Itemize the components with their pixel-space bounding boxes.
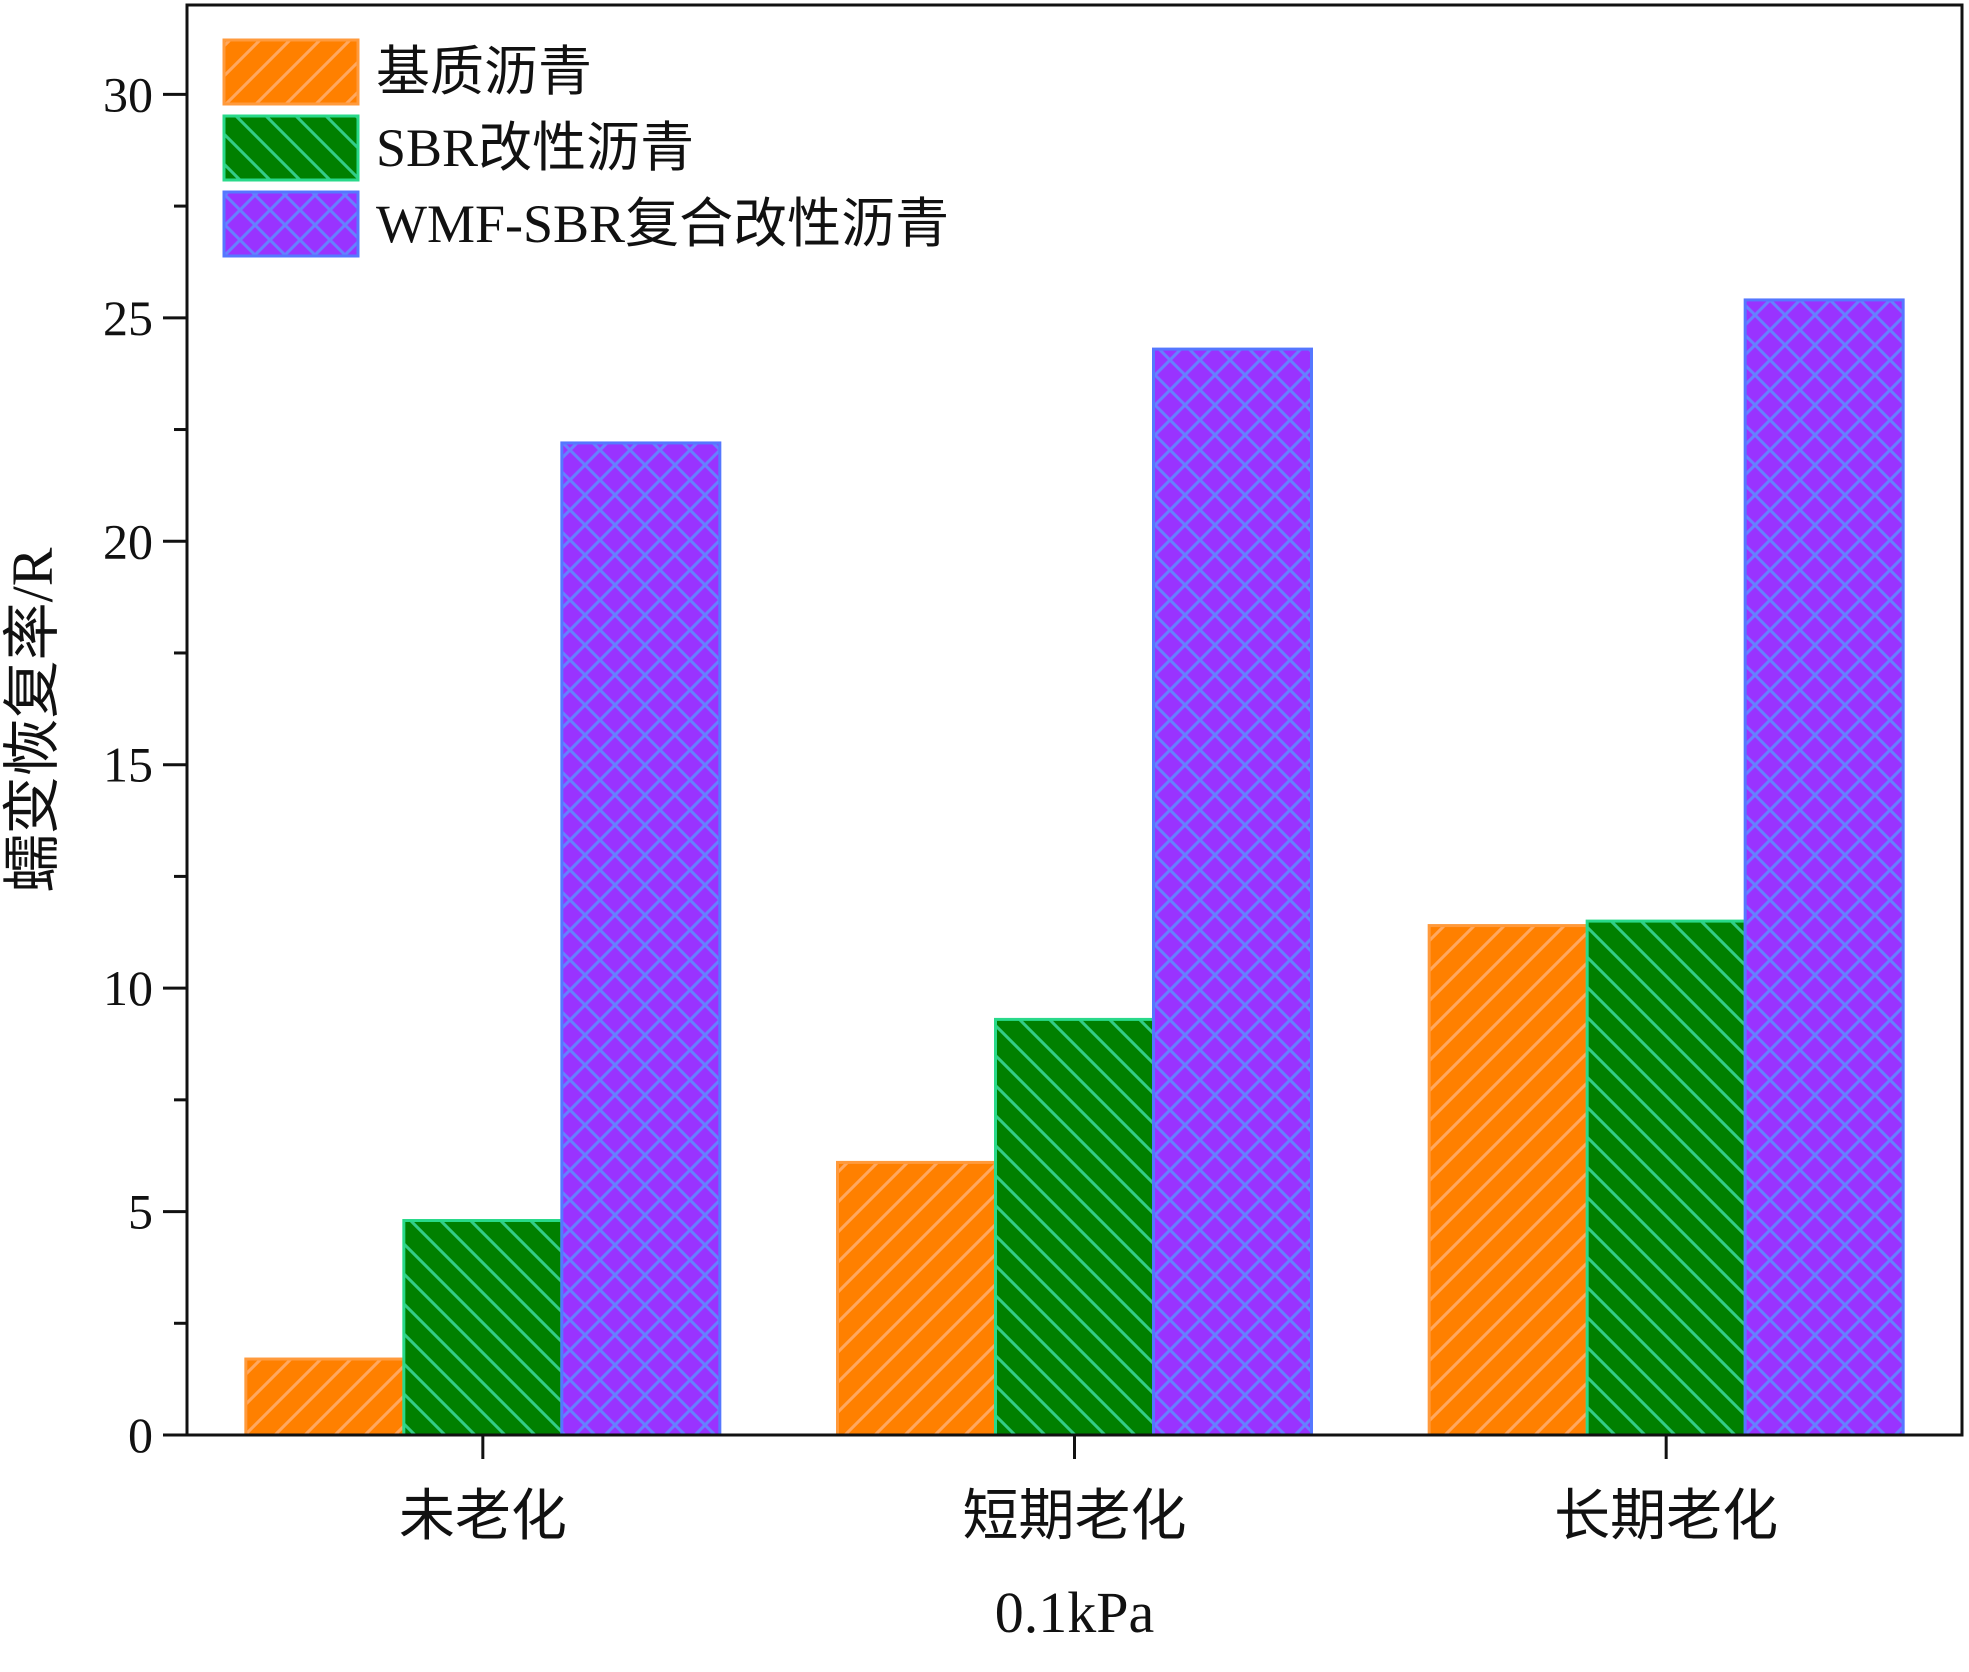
legend-label: WMF-SBR复合改性沥青 [376,194,949,254]
bar-2-3 [1152,347,1313,1437]
y-tick-label: 25 [103,290,153,346]
bar-3-2 [1585,919,1747,1437]
bar-1-3 [560,441,722,1437]
bar-2-1 [836,1160,997,1437]
legend-swatch [222,114,360,182]
legend-swatch [222,38,360,106]
x-axis-title: 0.1kPa [995,1580,1155,1645]
x-category-label: 短期老化 [963,1486,1187,1548]
legend-label: SBR改性沥青 [376,118,694,178]
y-tick-label: 20 [103,513,153,569]
y-axis-title: 蠕变恢复率/R [0,547,65,892]
y-tick-label: 0 [128,1407,153,1463]
y-tick-label: 10 [103,960,153,1016]
y-tick-label: 30 [103,66,153,122]
y-ticks-group: 0 5 10 15 20 25 30 [103,66,187,1463]
bar-2-2 [994,1017,1155,1437]
legend-label: 基质沥青 [376,42,592,102]
bars-group [244,298,1905,1437]
y-tick-label: 5 [128,1184,153,1240]
x-categories-group: 未老化 短期老化 长期老化 [399,1435,1778,1548]
bar-3-3 [1743,298,1905,1437]
bar-1-1 [244,1357,406,1437]
legend-swatch [222,190,360,258]
x-category-label: 未老化 [399,1486,567,1548]
x-category-label: 长期老化 [1554,1486,1778,1548]
bar-3-1 [1427,924,1589,1437]
legend: 基质沥青 SBR改性沥青 WMF-SBR复合改性沥青 [222,38,949,258]
y-tick-label: 15 [103,737,153,793]
bar-1-2 [402,1219,564,1437]
